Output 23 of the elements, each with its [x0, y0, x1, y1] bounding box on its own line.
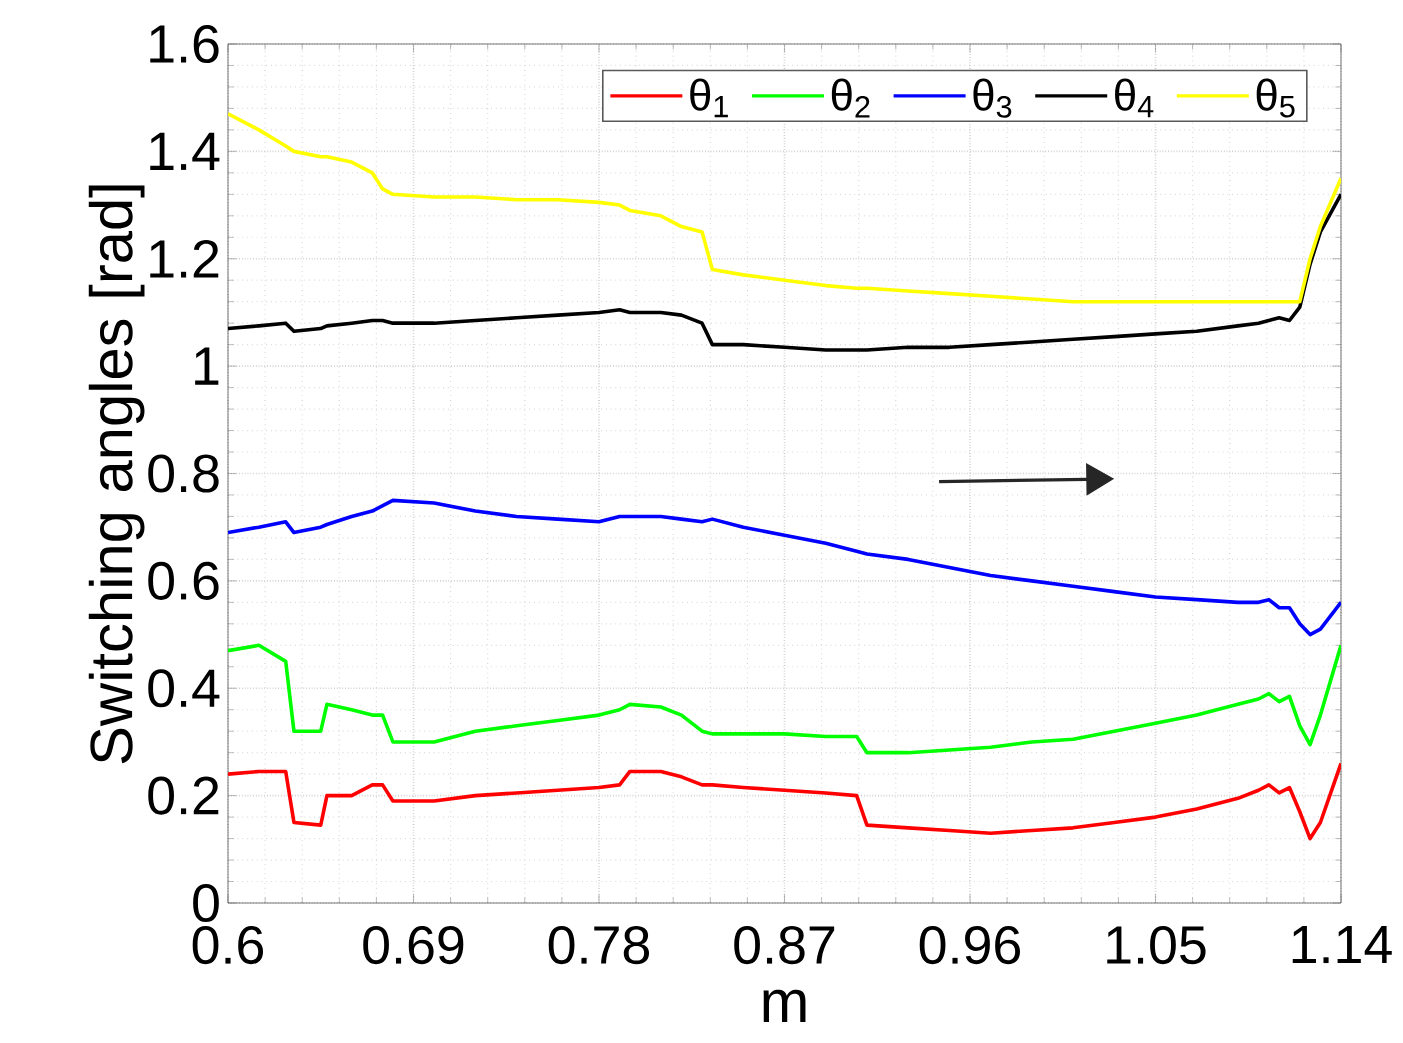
y-tick-label: 1.6	[150, 24, 219, 64]
x-tick-label: 0.87	[734, 926, 835, 965]
legend-label: θ$_{5}$	[1256, 78, 1295, 118]
y-tick-label: 1	[195, 347, 219, 385]
x-tick-label: 0.69	[363, 926, 464, 965]
y-tick-label: 0	[193, 883, 219, 923]
legend-label: θ$_{4}$	[1115, 78, 1154, 118]
legend-label: θ$_{1}$	[690, 78, 728, 118]
y-tick-label: 0.2	[148, 776, 219, 815]
x-tick-label: 0.96	[919, 926, 1020, 965]
y-tick-label: 0.8	[148, 454, 219, 493]
legend-label: θ$_{3}$	[973, 78, 1012, 118]
y-tick-label: 1.2	[150, 239, 219, 278]
x-tick-label: 1.05	[1107, 926, 1206, 965]
y-axis-title: Switching angles [rad]	[88, 185, 145, 764]
x-axis-title: m	[763, 989, 806, 1022]
y-tick-label: 0.4	[148, 669, 220, 708]
y-tick-label: 0.6	[148, 561, 219, 600]
y-tick-label: 1.4	[150, 132, 220, 170]
x-tick-label: 0.78	[548, 926, 650, 965]
line-series	[228, 761, 1341, 841]
x-tick-label: 1.14	[1292, 926, 1392, 964]
legend-label: θ$_{2}$	[831, 78, 870, 118]
